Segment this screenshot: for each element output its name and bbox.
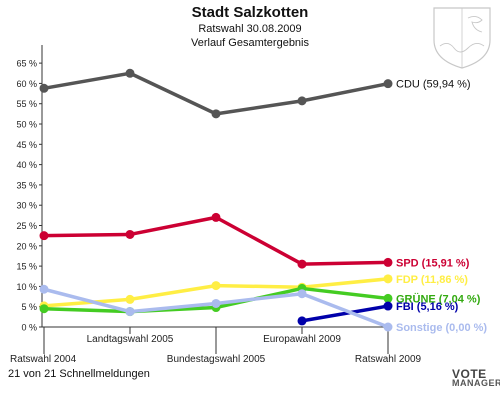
chart-titles: Stadt Salzkotten Ratswahl 30.08.2009 Ver…	[0, 4, 500, 50]
data-point-cdu	[39, 83, 49, 93]
y-tick-label: 10 %	[16, 282, 37, 292]
x-tick-label: Ratswahl 2004	[10, 354, 77, 365]
y-tick-label: 20 %	[16, 241, 37, 251]
data-point-spd	[39, 231, 49, 241]
data-point-grüne	[39, 304, 49, 314]
data-point-fbi	[383, 301, 393, 311]
coat-of-arms-icon	[433, 7, 491, 69]
series-end-label-grüne: GRÜNE (7,04 %)	[396, 292, 481, 305]
chart-caption: Verlauf Gesamtergebnis	[190, 37, 309, 49]
data-point-sonstige	[125, 307, 135, 317]
y-tick-label: 60 %	[16, 79, 37, 89]
x-tick-label: Bundestagswahl 2005	[167, 354, 266, 365]
data-point-fdp	[383, 274, 393, 284]
y-tick-label: 35 %	[16, 180, 37, 190]
y-tick-label: 45 %	[16, 140, 37, 150]
chart-subtitle: Ratswahl 30.08.2009	[198, 23, 302, 35]
data-point-spd	[125, 229, 135, 239]
data-point-grüne	[383, 293, 393, 303]
status-footer: 21 von 21 Schnellmeldungen	[8, 368, 150, 380]
chart-title: Stadt Salzkotten	[191, 4, 309, 21]
series-line-spd	[42, 215, 390, 266]
series-line-fbi	[300, 304, 390, 323]
data-point-fdp	[211, 281, 221, 291]
data-point-sonstige	[211, 298, 221, 308]
data-point-cdu	[383, 79, 393, 89]
series-labels-layer: CDU (59,94 %) SPD (15,91 %) FDP (11,86 %) G…	[396, 79, 487, 334]
logo-line2: MANAGER	[452, 378, 500, 388]
data-point-fbi	[297, 316, 307, 326]
y-tick-label: 30 %	[16, 201, 37, 211]
y-tick-label: 5 %	[21, 302, 37, 312]
y-tick-label: 65 %	[16, 59, 37, 69]
series-end-label-cdu: CDU (59,94 %)	[396, 79, 471, 91]
data-point-sonstige	[383, 322, 393, 332]
series-end-label-sonstige: Sonstige (0,00 %)	[396, 322, 487, 334]
series-layer	[39, 68, 393, 332]
data-point-sonstige	[39, 284, 49, 294]
data-point-spd	[297, 259, 307, 269]
x-tick-label: Landtagswahl 2005	[87, 334, 174, 345]
data-point-sonstige	[297, 289, 307, 299]
data-point-cdu	[211, 109, 221, 119]
series-end-label-fbi: FBI (5,16 %)	[396, 301, 459, 313]
logo-line1: VOTE	[452, 367, 487, 381]
data-point-spd	[211, 212, 221, 222]
y-tick-label: 55 %	[16, 99, 37, 109]
y-tick-label: 25 %	[16, 221, 37, 231]
x-tick-label: Europawahl 2009	[263, 334, 341, 345]
y-tick-label: 40 %	[16, 160, 37, 170]
data-point-spd	[383, 257, 393, 267]
series-line-cdu	[42, 71, 390, 116]
series-end-label-spd: SPD (15,91 %)	[396, 257, 470, 269]
votemanager-logo: VOTE MANAGER	[452, 367, 500, 388]
series-end-label-fdp: FDP (11,86 %)	[396, 274, 468, 286]
x-tick-label: Ratswahl 2009	[355, 354, 422, 365]
y-tick-label: 15 %	[16, 262, 37, 272]
data-point-cdu	[297, 96, 307, 106]
data-point-fdp	[125, 294, 135, 304]
data-point-cdu	[125, 68, 135, 78]
y-tick-label: 50 %	[16, 120, 37, 130]
y-tick-label: 0 %	[21, 323, 37, 333]
